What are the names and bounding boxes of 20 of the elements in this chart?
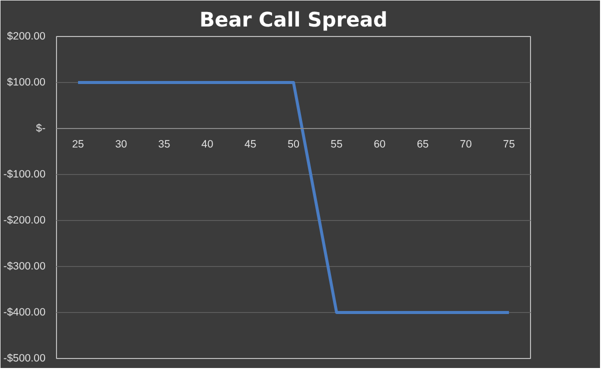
y-tick-label: -$300.00 — [3, 260, 46, 272]
x-tick-label: 25 — [72, 138, 84, 150]
x-tick-label: 45 — [244, 138, 256, 150]
x-tick-label: 30 — [115, 138, 128, 150]
x-tick-label: 40 — [201, 138, 214, 150]
x-tick-label: 60 — [374, 138, 386, 150]
chart-title: Bear Call Spread — [200, 8, 388, 32]
x-tick-label: 50 — [288, 138, 300, 150]
y-tick-label: $200.00 — [6, 30, 46, 42]
y-tick-label: $100.00 — [6, 76, 46, 88]
y-tick-label: -$400.00 — [3, 306, 46, 318]
y-tick-label: $- — [36, 122, 46, 134]
y-tick-label: -$500.00 — [3, 352, 46, 364]
x-tick-label: 70 — [460, 138, 472, 150]
x-tick-label: 55 — [330, 138, 343, 150]
y-tick-label: -$200.00 — [3, 214, 46, 226]
x-tick-label: 75 — [503, 138, 515, 150]
y-tick-label: -$100.00 — [3, 168, 46, 180]
x-tick-label: 65 — [416, 138, 429, 150]
x-tick-label: 35 — [158, 138, 170, 150]
